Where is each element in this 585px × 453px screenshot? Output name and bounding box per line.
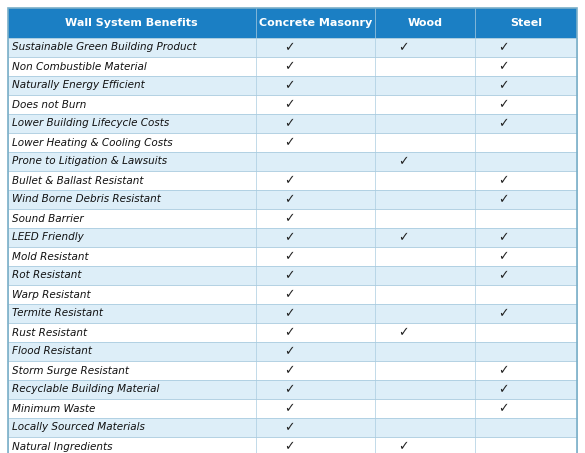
Text: ✓: ✓ [498,79,508,92]
Text: ✓: ✓ [284,383,294,396]
Text: ✓: ✓ [398,155,408,168]
Text: ✓: ✓ [284,231,294,244]
Text: Recyclable Building Material: Recyclable Building Material [12,385,159,395]
Text: Wind Borne Debris Resistant: Wind Borne Debris Resistant [12,194,161,204]
Text: Prone to Litigation & Lawsuits: Prone to Litigation & Lawsuits [12,156,167,167]
FancyBboxPatch shape [8,247,577,266]
Text: Warp Resistant: Warp Resistant [12,289,91,299]
Text: Sustainable Green Building Product: Sustainable Green Building Product [12,43,197,53]
Text: ✓: ✓ [284,212,294,225]
Text: ✓: ✓ [398,231,408,244]
FancyBboxPatch shape [8,361,577,380]
Text: Bullet & Ballast Resistant: Bullet & Ballast Resistant [12,175,143,185]
Text: Wall System Benefits: Wall System Benefits [66,18,198,28]
Text: ✓: ✓ [284,421,294,434]
FancyBboxPatch shape [8,304,577,323]
FancyBboxPatch shape [8,342,577,361]
FancyBboxPatch shape [8,323,577,342]
Text: Steel: Steel [510,18,542,28]
Text: ✓: ✓ [498,231,508,244]
Text: Natural Ingredients: Natural Ingredients [12,442,112,452]
Text: ✓: ✓ [284,440,294,453]
Text: ✓: ✓ [498,60,508,73]
FancyBboxPatch shape [8,171,577,190]
FancyBboxPatch shape [8,57,577,76]
Text: ✓: ✓ [498,402,508,415]
FancyBboxPatch shape [8,266,577,285]
Text: ✓: ✓ [498,364,508,377]
Text: ✓: ✓ [284,288,294,301]
FancyBboxPatch shape [8,437,577,453]
Text: Flood Resistant: Flood Resistant [12,347,92,357]
Text: ✓: ✓ [284,250,294,263]
Text: ✓: ✓ [284,79,294,92]
Text: Minimum Waste: Minimum Waste [12,404,95,414]
Text: ✓: ✓ [398,326,408,339]
FancyBboxPatch shape [8,152,577,171]
Text: ✓: ✓ [284,364,294,377]
Text: ✓: ✓ [284,60,294,73]
Text: ✓: ✓ [284,307,294,320]
Text: ✓: ✓ [284,174,294,187]
Text: ✓: ✓ [398,41,408,54]
Text: Concrete Masonry: Concrete Masonry [259,18,372,28]
Text: Lower Heating & Cooling Costs: Lower Heating & Cooling Costs [12,138,173,148]
Text: Does not Burn: Does not Burn [12,100,87,110]
Text: Lower Building Lifecycle Costs: Lower Building Lifecycle Costs [12,119,169,129]
Text: Non Combustible Material: Non Combustible Material [12,62,147,72]
Text: Rust Resistant: Rust Resistant [12,328,87,337]
FancyBboxPatch shape [8,114,577,133]
Text: ✓: ✓ [498,193,508,206]
FancyBboxPatch shape [8,209,577,228]
Text: Naturally Energy Efficient: Naturally Energy Efficient [12,81,144,91]
Text: ✓: ✓ [284,117,294,130]
Text: Rot Resistant: Rot Resistant [12,270,81,280]
Text: ✓: ✓ [284,345,294,358]
FancyBboxPatch shape [8,8,577,38]
Text: ✓: ✓ [498,307,508,320]
Text: Sound Barrier: Sound Barrier [12,213,84,223]
Text: ✓: ✓ [498,117,508,130]
Text: ✓: ✓ [498,383,508,396]
FancyBboxPatch shape [8,228,577,247]
Text: ✓: ✓ [498,41,508,54]
FancyBboxPatch shape [8,418,577,437]
Text: ✓: ✓ [498,250,508,263]
FancyBboxPatch shape [8,399,577,418]
FancyBboxPatch shape [8,133,577,152]
Text: ✓: ✓ [284,98,294,111]
Text: LEED Friendly: LEED Friendly [12,232,84,242]
Text: ✓: ✓ [284,326,294,339]
FancyBboxPatch shape [8,95,577,114]
Text: ✓: ✓ [498,98,508,111]
Text: ✓: ✓ [284,193,294,206]
Text: ✓: ✓ [284,41,294,54]
Text: ✓: ✓ [284,136,294,149]
Text: Storm Surge Resistant: Storm Surge Resistant [12,366,129,376]
FancyBboxPatch shape [8,380,577,399]
FancyBboxPatch shape [8,190,577,209]
Text: Locally Sourced Materials: Locally Sourced Materials [12,423,145,433]
Text: Termite Resistant: Termite Resistant [12,308,103,318]
Text: Wood: Wood [407,18,442,28]
Text: ✓: ✓ [498,174,508,187]
Text: ✓: ✓ [284,402,294,415]
FancyBboxPatch shape [8,285,577,304]
FancyBboxPatch shape [8,38,577,57]
Text: ✓: ✓ [398,440,408,453]
Text: ✓: ✓ [498,269,508,282]
Text: Mold Resistant: Mold Resistant [12,251,88,261]
FancyBboxPatch shape [8,76,577,95]
Text: ✓: ✓ [284,269,294,282]
